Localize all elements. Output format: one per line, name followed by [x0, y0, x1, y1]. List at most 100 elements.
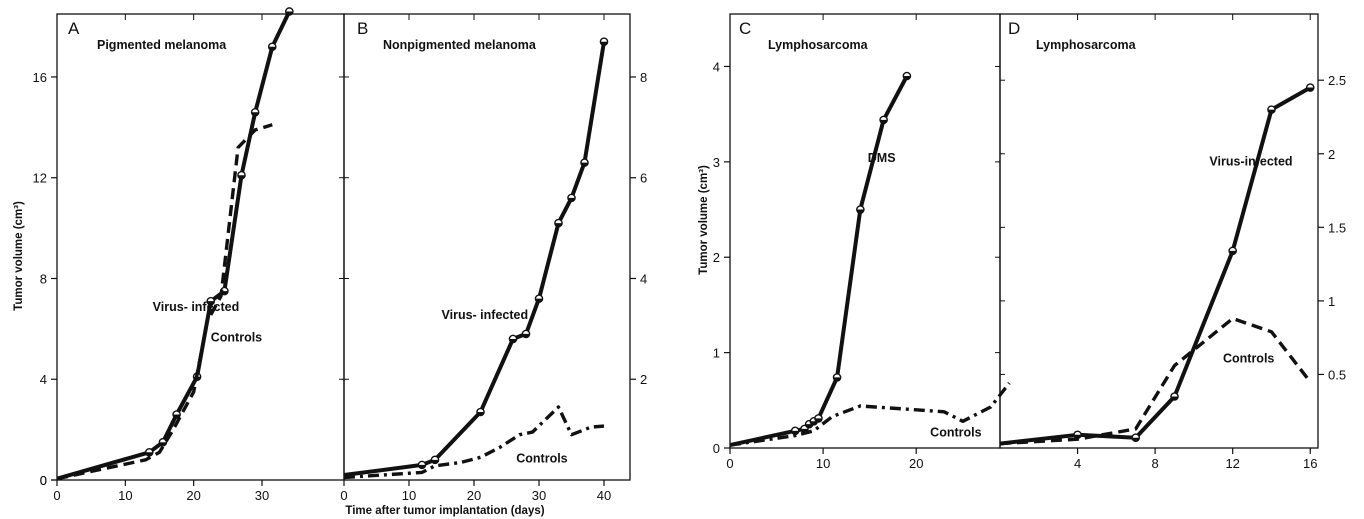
data-point-fill [555, 223, 562, 227]
y-tick-label: 0 [713, 441, 720, 456]
data-point-fill [810, 421, 818, 425]
data-point-fill [509, 338, 517, 343]
panel-D: 4 8 12 16 0.5 1 1.5 2 2.5 D Lymphosarcoma Virus-inf… [999, 13, 1346, 471]
x-tick-label: 20 [467, 488, 481, 503]
data-point-fill [805, 424, 813, 428]
x-axis-title: Time after tumor implantation (days) [345, 505, 544, 517]
panel-B: 0 10 20 30 40 2 4 6 8 B Nonpigmented melanoma Virus… [340, 13, 647, 503]
x-tick-label: 0 [53, 488, 60, 503]
y-tick-label: 3 [713, 155, 720, 170]
annotation-label: Controls [1223, 352, 1274, 366]
series-line-controls [729, 382, 1011, 447]
series-line-virus-infected [999, 85, 1312, 446]
data-point-fill [856, 209, 864, 213]
data-point-fill [833, 377, 841, 381]
y-tick-label: 8 [40, 271, 47, 286]
y-tick-label: 2 [640, 372, 647, 387]
y-tick-label: 0 [40, 473, 47, 488]
x-tick-label: 20 [909, 456, 923, 471]
annotation-label: Virus-infected [1209, 155, 1292, 169]
data-point-fill [568, 197, 575, 202]
annotation-label: Virus- infected [442, 308, 529, 322]
y-tick-label: 4 [640, 271, 647, 286]
y-tick-label: 1 [1328, 294, 1335, 309]
panel-frame [729, 13, 1001, 449]
data-point-fill [535, 298, 543, 303]
data-point-fill [268, 46, 276, 51]
y-tick-label: 16 [33, 70, 47, 85]
panel-frame [343, 13, 631, 481]
x-tick-label: 10 [118, 488, 132, 503]
panel-title: Pigmented melanoma [97, 38, 227, 52]
data-point-fill [903, 76, 911, 80]
y-tick-label: 8 [640, 70, 647, 85]
data-point-fill [581, 162, 588, 167]
panel-frame [999, 13, 1319, 449]
x-tick-label: 4 [1074, 456, 1081, 471]
y-axis-title-right: Tumor volume (cm³) [698, 165, 710, 275]
series-line-virus-infected [56, 10, 292, 481]
data-point-fill [1268, 109, 1275, 114]
y-tick-label: 12 [33, 171, 47, 186]
x-tick-label: 20 [186, 488, 200, 503]
data-point-fill [815, 418, 822, 422]
y-tick-label: 2.5 [1328, 73, 1346, 88]
data-point-fill [477, 411, 484, 416]
data-point-fill [145, 452, 153, 456]
panel-frame [56, 13, 345, 481]
data-point-fill [880, 119, 888, 124]
y-tick-label: 0 [40, 473, 47, 488]
data-point-fill [418, 464, 426, 469]
panel-letter: B [357, 19, 368, 38]
series-line-dms [729, 75, 909, 448]
y-axis-title-left: Tumor volume (cm³) [13, 201, 25, 311]
x-tick-label: 16 [1303, 456, 1317, 471]
series-line-controls [343, 405, 605, 480]
series-line-controls [999, 316, 1312, 446]
data-point-fill [600, 41, 608, 46]
data-point-fill [207, 301, 215, 305]
data-point-fill [159, 442, 167, 446]
y-tick-label: 4 [40, 372, 47, 387]
data-point-fill [791, 430, 799, 435]
y-tick-label: 2 [713, 250, 720, 265]
data-point-fill [1171, 396, 1178, 400]
data-point-fill [1306, 87, 1314, 91]
data-point-fill [1074, 434, 1081, 439]
annotation-label: Controls [516, 451, 567, 465]
panel-letter: A [68, 19, 80, 38]
x-tick-label: 8 [1152, 456, 1159, 471]
x-tick-label: 10 [402, 488, 416, 503]
data-point-fill [285, 11, 293, 15]
panel-A: 0 10 20 30 0 4 8 12 16 0 A Pigmented melanoma Virus-… [33, 7, 345, 503]
x-tick-label: 30 [532, 488, 546, 503]
annotation-label: Controls [211, 330, 262, 344]
y-tick-label: 1.5 [1328, 220, 1346, 235]
y-tick-label: 0.5 [1328, 367, 1346, 382]
x-tick-label: 0 [726, 456, 733, 471]
x-tick-label: 12 [1225, 456, 1239, 471]
x-tick-label: 10 [816, 456, 830, 471]
annotation-label: Virus- infected [153, 300, 240, 314]
x-tick-label: 40 [597, 488, 611, 503]
x-tick-label: 30 [255, 488, 269, 503]
data-point-fill [1229, 250, 1237, 255]
series-line-controls [56, 123, 273, 481]
data-point-fill [1132, 437, 1140, 442]
y-tick-label: 2 [1328, 147, 1335, 162]
x-tick-label: 0 [340, 488, 347, 503]
data-point-fill [431, 459, 439, 464]
y-tick-label: 6 [640, 171, 647, 186]
panel-title: Nonpigmented melanoma [383, 38, 537, 52]
panel-title: Lymphosarcoma [768, 38, 869, 52]
panel-title: Lymphosarcoma [1036, 38, 1137, 52]
panel-C: 0 10 20 1 2 3 4 0 C Lymphosarcoma DMS Controls [713, 13, 1011, 471]
annotation-label: DMS [868, 151, 896, 165]
data-point-fill [522, 333, 530, 338]
series-line-virus-infected [343, 41, 606, 477]
data-point-fill [238, 175, 245, 179]
y-tick-label: 1 [713, 346, 720, 361]
panel-letter: C [739, 19, 751, 38]
annotation-label: Controls [930, 426, 981, 440]
